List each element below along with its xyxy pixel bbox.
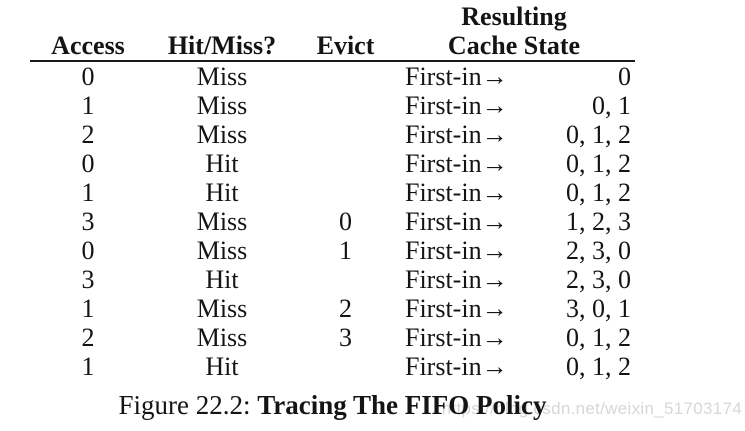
cache-state-value: 2, 3, 0	[566, 265, 631, 294]
first-in-label: First-in→	[405, 120, 508, 149]
evict-value	[298, 91, 393, 120]
cache-state-value: 0, 1, 2	[566, 352, 631, 381]
access-value: 1	[81, 352, 95, 381]
figure-caption-title: Tracing The FIFO Policy	[257, 390, 547, 420]
hit-miss-value: Miss	[196, 323, 248, 352]
table-header-row: Access Hit/Miss? Evict Resulting Cache S…	[30, 0, 635, 62]
table-row: 1 Miss First-in→ 0, 1	[30, 91, 635, 120]
first-in-label: First-in→	[405, 149, 508, 178]
evict-value	[298, 352, 393, 381]
evict-value: 0	[339, 207, 352, 236]
hit-miss-value: Miss	[196, 62, 248, 91]
hit-miss-value: Hit	[205, 352, 239, 381]
hit-miss-value: Miss	[196, 236, 248, 265]
access-value: 3	[81, 265, 95, 294]
access-value: 3	[81, 207, 95, 236]
access-value: 1	[81, 91, 95, 120]
column-header-access: Access	[51, 31, 125, 60]
first-in-label: First-in→	[405, 178, 508, 207]
hit-miss-value: Miss	[196, 91, 248, 120]
evict-value: 1	[339, 236, 352, 265]
cache-state-value: 0, 1	[592, 91, 631, 120]
evict-value	[298, 62, 393, 91]
table-row: 0 Miss 1 First-in→ 2, 3, 0	[30, 236, 635, 265]
table-row: 2 Miss First-in→ 0, 1, 2	[30, 120, 635, 149]
column-header-evict: Evict	[316, 31, 375, 60]
hit-miss-value: Hit	[205, 265, 239, 294]
cache-state-value: 0	[618, 62, 631, 91]
column-header-resulting-line2: Cache State	[447, 31, 581, 60]
column-header-resulting-cache-state: Resulting Cache State	[393, 2, 635, 60]
column-header-resulting-line1: Resulting	[461, 2, 567, 31]
cache-state-value: 2, 3, 0	[566, 236, 631, 265]
access-value: 0	[81, 149, 95, 178]
first-in-label: First-in→	[405, 236, 508, 265]
first-in-label: First-in→	[405, 294, 508, 323]
figure-caption: Figure 22.2: Tracing The FIFO Policy	[30, 390, 635, 420]
evict-value	[298, 178, 393, 207]
column-header-hit-miss: Hit/Miss?	[167, 31, 277, 60]
evict-value: 3	[339, 323, 352, 352]
table-row: 2 Miss 3 First-in→ 0, 1, 2	[30, 323, 635, 352]
evict-value	[298, 120, 393, 149]
cache-state-value: 0, 1, 2	[566, 120, 631, 149]
table-row: 1 Miss 2 First-in→ 3, 0, 1	[30, 294, 635, 323]
figure-caption-number: Figure 22.2:	[118, 390, 258, 420]
access-value: 1	[81, 178, 95, 207]
access-value: 0	[81, 236, 95, 265]
first-in-label: First-in→	[405, 265, 508, 294]
hit-miss-value: Miss	[196, 294, 248, 323]
fifo-trace-figure: Access Hit/Miss? Evict Resulting Cache S…	[30, 0, 635, 420]
cache-state-value: 0, 1, 2	[566, 149, 631, 178]
cache-state-value: 0, 1, 2	[566, 178, 631, 207]
table-row: 3 Miss 0 First-in→ 1, 2, 3	[30, 207, 635, 236]
table-row: 3 Hit First-in→ 2, 3, 0	[30, 265, 635, 294]
first-in-label: First-in→	[405, 352, 508, 381]
hit-miss-value: Hit	[205, 178, 239, 207]
first-in-label: First-in→	[405, 323, 508, 352]
table-row: 1 Hit First-in→ 0, 1, 2	[30, 352, 635, 381]
evict-value: 2	[339, 294, 352, 323]
csdn-watermark: https://blog.csdn.net/weixin_51703174	[441, 399, 742, 418]
table-row: 0 Miss First-in→ 0	[30, 62, 635, 91]
first-in-label: First-in→	[405, 62, 508, 91]
cache-state-value: 1, 2, 3	[566, 207, 631, 236]
access-value: 0	[81, 62, 95, 91]
table-row: 1 Hit First-in→ 0, 1, 2	[30, 178, 635, 207]
access-value: 2	[81, 323, 95, 352]
cache-state-value: 0, 1, 2	[566, 323, 631, 352]
first-in-label: First-in→	[405, 91, 508, 120]
first-in-label: First-in→	[405, 207, 508, 236]
evict-value	[298, 149, 393, 178]
cache-state-value: 3, 0, 1	[566, 294, 631, 323]
access-value: 2	[81, 120, 95, 149]
access-value: 1	[81, 294, 95, 323]
evict-value	[298, 265, 393, 294]
hit-miss-value: Hit	[205, 149, 239, 178]
table-row: 0 Hit First-in→ 0, 1, 2	[30, 149, 635, 178]
table-body: 0 Miss First-in→ 0 1 Miss First-in→ 0, 1…	[30, 62, 635, 381]
hit-miss-value: Miss	[196, 120, 248, 149]
hit-miss-value: Miss	[196, 207, 248, 236]
